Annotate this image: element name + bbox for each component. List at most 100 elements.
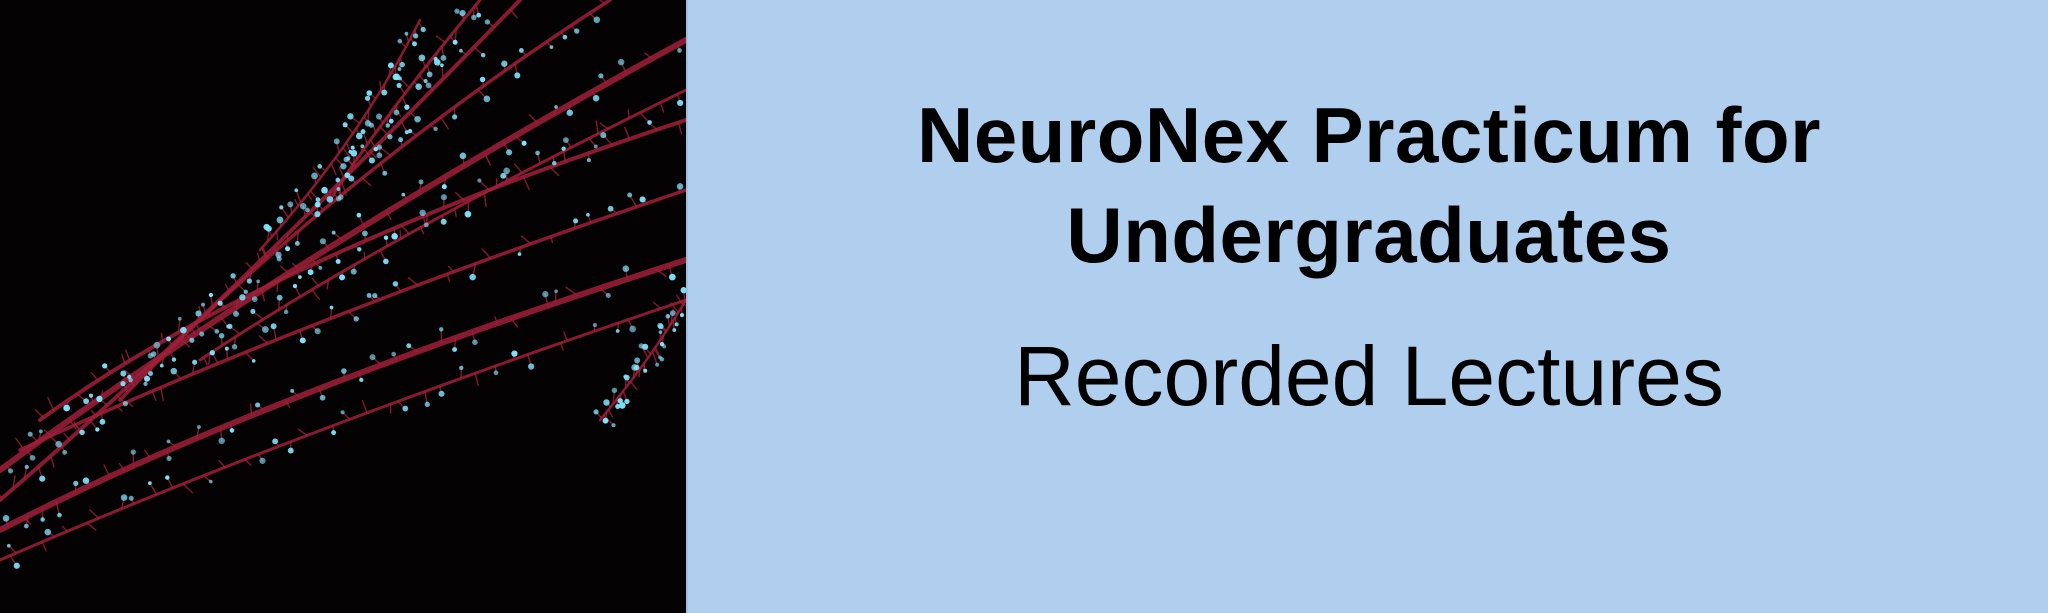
spine-neck [379,80,382,91]
spine-neck [220,316,229,328]
spine-neck [440,116,449,130]
spine-head [314,211,321,218]
spine-head [196,424,201,430]
spine-neck [126,401,134,408]
spine-head [658,323,664,330]
spine-neck [369,151,377,159]
spine-head [376,152,383,159]
spine-head [357,247,362,252]
spine-head [385,123,391,128]
spine-head [623,374,630,381]
spine-neck [261,247,267,257]
spine-head [438,390,445,397]
spine-head [399,61,405,68]
spine-head [192,359,198,365]
spine-head [159,363,164,368]
spine-head [593,16,601,24]
spine-neck [149,482,158,496]
spine-neck [245,262,253,270]
spine-head [605,292,611,298]
spine-head [285,246,291,252]
spine-head [518,48,524,53]
spine-neck [550,235,554,244]
spine-head [23,523,29,529]
spine-head [418,54,426,62]
spine-neck [435,35,446,44]
spine-head [200,302,206,307]
spine-neck [279,265,292,276]
spine-neck [182,483,194,494]
spine-head [96,395,103,403]
spine-head [62,450,68,455]
spine-head [346,156,351,161]
spine-neck [549,166,560,177]
spine-head [73,480,79,487]
spine-head [440,194,448,201]
spine-head [287,447,294,454]
spine-neck [607,409,614,418]
spine-head [398,137,404,143]
spine-neck [644,52,653,60]
spine-head [573,218,579,224]
spine-head [459,365,464,371]
spine-head [315,197,321,202]
spine-neck [90,371,99,382]
spine-neck [386,211,392,220]
spine-head [511,350,518,357]
spine-head [440,54,447,61]
spine-neck [447,265,455,273]
spine-head [480,52,486,58]
spine-head [350,268,357,275]
dendrite-branch [0,37,686,473]
spine-head [147,481,152,485]
spine-neck [510,317,519,328]
spine-head [376,144,383,150]
spine-head [423,78,428,84]
spine-head [477,178,482,183]
spine-head [55,440,62,448]
spine-head [321,186,328,194]
spine-head [229,428,235,433]
spine-neck [595,120,599,135]
spine-neck [627,109,630,119]
spine-neck [89,509,100,519]
title-line-2: Undergraduates [1066,191,1672,279]
spine-neck [509,9,518,19]
spine-head [659,341,665,347]
spine-head [629,325,637,333]
spine-head [397,67,402,72]
spine-head [336,187,341,191]
spine-head [276,256,282,262]
spine-neck [100,390,104,399]
spine-neck [454,208,457,217]
spine-neck [648,123,659,131]
spine-head [128,377,133,383]
spine-head [406,343,412,349]
spine-neck [218,459,226,468]
spine-head [272,438,279,445]
spine-head [298,275,302,279]
spine-head [593,144,598,149]
spine-head [143,381,148,387]
subtitle: Recorded Lectures [1014,329,1724,423]
spine-head [218,437,225,445]
spine-head [641,343,649,350]
spine-head [483,95,491,103]
spine-head [209,479,213,484]
spine-head [554,105,558,109]
spine-head [598,73,604,79]
spine-head [392,281,399,287]
spine-head [658,330,663,334]
spine-head [6,543,11,548]
spine-head [13,562,20,569]
spine-head [669,310,676,316]
spine-neck [565,286,579,297]
title-panel: NeuroNex Practicum for Undergraduates Re… [686,0,2048,613]
spine-neck [285,400,291,409]
spine-head [433,126,438,132]
spine-head [27,431,33,437]
spine-head [40,517,45,522]
spine-neck [210,294,214,309]
spine-neck [276,230,279,241]
spine-head [586,212,590,217]
